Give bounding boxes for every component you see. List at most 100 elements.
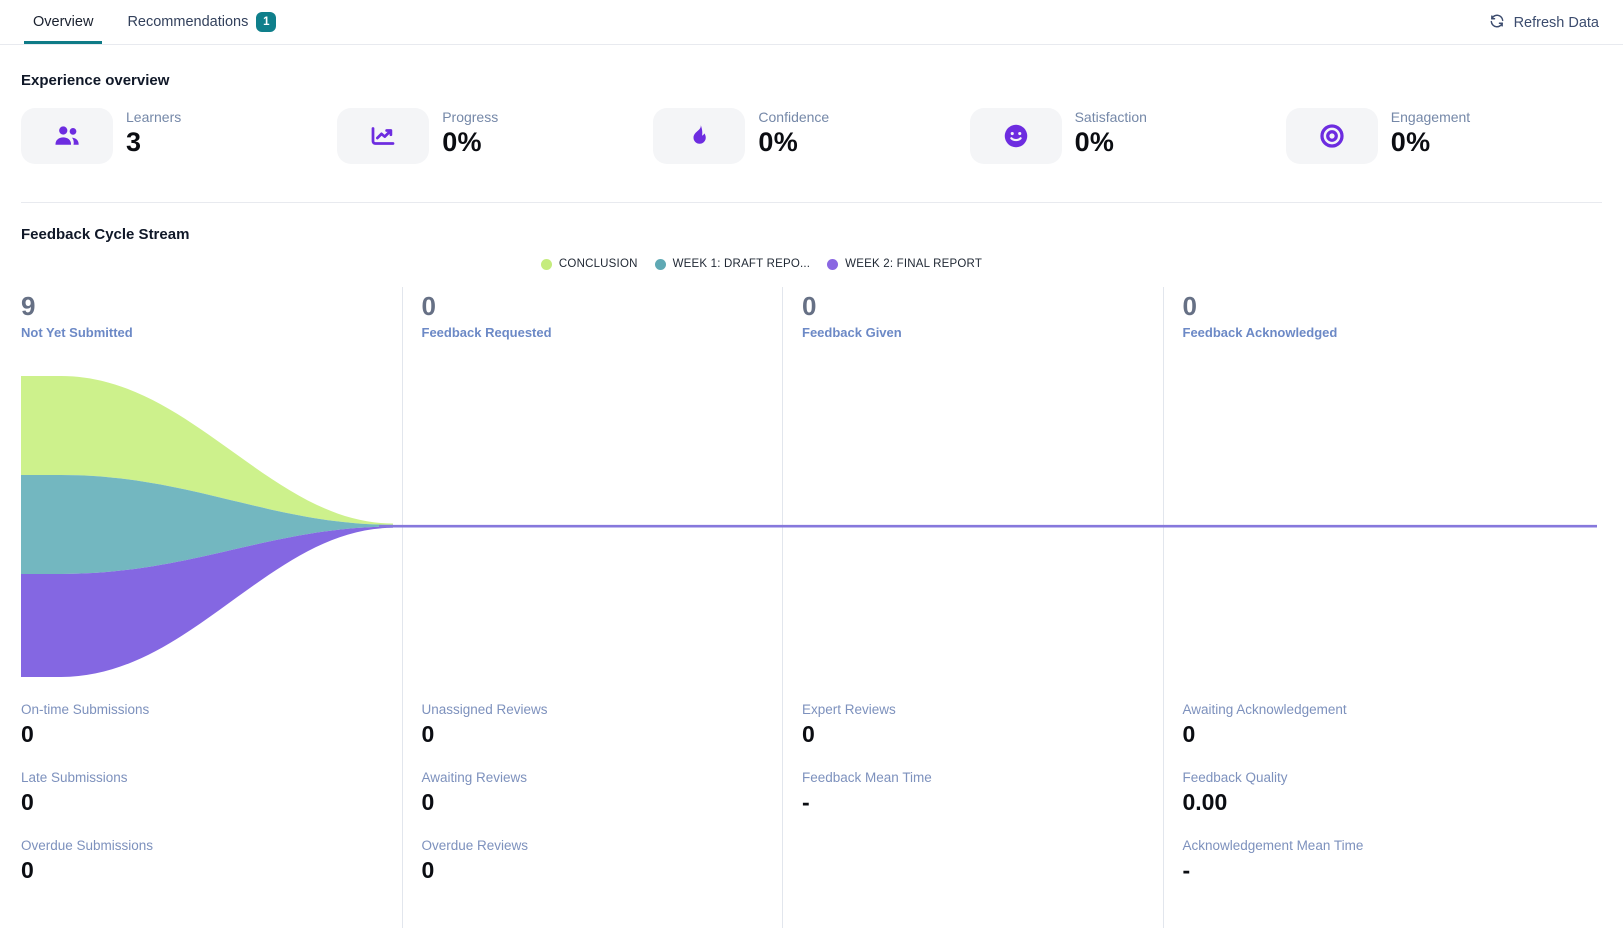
stat-card-learners: Learners 3 (21, 108, 337, 164)
stat-value: 0 (21, 720, 34, 747)
stat-awaiting-acknowledgement: Awaiting Acknowledgement 0 (1183, 702, 1544, 748)
legend-item-week1-draft-report[interactable]: WEEK 1: DRAFT REPO... (654, 258, 811, 270)
stage-stats: Unassigned Reviews 0 Awaiting Reviews 0 … (422, 702, 783, 884)
legend-item-conclusion[interactable]: CONCLUSION (540, 258, 638, 270)
legend-label: WEEK 1: DRAFT REPO... (672, 258, 811, 270)
stage-grid: 9 Not Yet Submitted On-time Submissions … (21, 287, 1543, 928)
tab-recommendations-label: Recommendations (127, 14, 249, 30)
stage-label: Feedback Acknowledged (1182, 324, 1338, 340)
stat-label: Late Submissions (21, 769, 128, 785)
stage-column-feedback-requested: 0 Feedback Requested Unassigned Reviews … (401, 287, 783, 928)
stat-label: Expert Reviews (802, 701, 896, 717)
legend-dot-week2 (827, 258, 839, 270)
stat-card-value: 0% (1390, 127, 1431, 157)
chart-legend: CONCLUSION WEEK 1: DRAFT REPO... WEEK 2:… (0, 258, 1523, 270)
legend-dot-week1 (654, 258, 666, 270)
stat-cards-row: Learners 3 Progress 0% (21, 108, 1602, 164)
feedback-cycle-stream-title: Feedback Cycle Stream (21, 226, 190, 243)
tab-recommendations[interactable]: Recommendations 1 (118, 0, 285, 44)
stat-value: 0 (21, 856, 34, 883)
refresh-icon (1489, 13, 1505, 33)
stat-overdue-submissions: Overdue Submissions 0 (21, 838, 402, 884)
stat-card-value: 0% (758, 127, 799, 157)
stat-card-satisfaction: Satisfaction 0% (969, 108, 1286, 164)
stage-count: 0 (1182, 291, 1197, 321)
progress-icon (337, 108, 430, 164)
stat-card-engagement: Engagement 0% (1285, 108, 1602, 164)
tab-overview[interactable]: Overview (24, 0, 103, 44)
recommendations-count-badge: 1 (256, 12, 277, 32)
stat-feedback-quality: Feedback Quality 0.00 (1183, 770, 1544, 816)
stage-count: 0 (802, 291, 817, 321)
stage-count: 9 (21, 291, 36, 321)
stat-feedback-mean-time: Feedback Mean Time - (802, 770, 1163, 816)
stage-label: Feedback Given (802, 324, 902, 340)
stat-label: Acknowledgement Mean Time (1182, 837, 1364, 853)
stat-card-label: Satisfaction (1074, 109, 1147, 125)
stage-label: Feedback Requested (421, 324, 552, 340)
stat-value: 0 (802, 720, 815, 747)
stat-card-label: Confidence (758, 109, 830, 125)
tab-overview-label: Overview (33, 14, 94, 30)
stage-stats: On-time Submissions 0 Late Submissions 0… (21, 702, 402, 884)
legend-dot-conclusion (540, 258, 552, 270)
legend-label: WEEK 2: FINAL REPORT (845, 258, 983, 270)
stat-awaiting-reviews: Awaiting Reviews 0 (422, 770, 783, 816)
stat-expert-reviews: Expert Reviews 0 (802, 702, 1163, 748)
stat-label: Unassigned Reviews (421, 701, 548, 717)
tab-bar: Overview Recommendations 1 Refresh Data (0, 0, 1623, 45)
stat-label: Awaiting Acknowledgement (1182, 701, 1347, 717)
satisfaction-icon (969, 108, 1062, 164)
refresh-data-button[interactable]: Refresh Data (1489, 0, 1599, 44)
stage-column-not-yet-submitted: 9 Not Yet Submitted On-time Submissions … (21, 287, 402, 928)
stage-stats: Awaiting Acknowledgement 0 Feedback Qual… (1183, 702, 1544, 884)
stat-card-value: 0% (442, 127, 482, 157)
stage-stats: Expert Reviews 0 Feedback Mean Time - (802, 702, 1163, 816)
stat-overdue-reviews: Overdue Reviews 0 (422, 838, 783, 884)
stat-card-confidence: Confidence 0% (653, 108, 969, 164)
stat-value: 0.00 (1182, 788, 1228, 815)
stat-card-value: 0% (1074, 127, 1115, 157)
stat-card-progress: Progress 0% (337, 108, 653, 164)
stat-label: Awaiting Reviews (421, 769, 528, 785)
legend-item-week2-final-report[interactable]: WEEK 2: FINAL REPORT (827, 258, 982, 270)
stat-card-label: Progress (442, 109, 499, 125)
stat-card-text: Engagement 0% (1391, 108, 1470, 164)
legend-label: CONCLUSION (558, 258, 638, 270)
stat-value: 0 (421, 720, 435, 747)
stat-card-text: Satisfaction 0% (1075, 108, 1147, 164)
stat-late-submissions: Late Submissions 0 (21, 770, 402, 816)
feedback-cycle-stream-section: Feedback Cycle Stream CONCLUSION WEEK 1:… (0, 226, 1623, 928)
stat-card-text: Confidence 0% (758, 108, 829, 164)
stat-value: 0 (421, 788, 435, 815)
engagement-icon (1285, 108, 1378, 164)
refresh-data-label: Refresh Data (1513, 15, 1599, 31)
stat-label: Overdue Reviews (421, 837, 529, 853)
stat-on-time-submissions: On-time Submissions 0 (21, 702, 402, 748)
stat-label: Feedback Mean Time (802, 769, 932, 785)
stat-acknowledgement-mean-time: Acknowledgement Mean Time - (1183, 838, 1544, 884)
section-divider (21, 202, 1602, 203)
learners-icon (21, 108, 113, 164)
stage-count: 0 (421, 291, 436, 321)
stat-value: 0 (1182, 720, 1196, 747)
experience-overview-section: Experience overview Learners 3 (0, 72, 1623, 164)
stat-label: Feedback Quality (1182, 769, 1288, 785)
stream-chart-area: 9 Not Yet Submitted On-time Submissions … (21, 287, 1597, 928)
stat-card-text: Learners 3 (126, 108, 181, 164)
stat-card-label: Learners (126, 109, 182, 125)
experience-overview-title: Experience overview (21, 72, 170, 89)
stat-label: On-time Submissions (21, 701, 150, 717)
stat-card-value: 3 (126, 127, 142, 157)
stage-label: Not Yet Submitted (21, 324, 133, 340)
stat-value: - (1182, 856, 1191, 883)
stat-unassigned-reviews: Unassigned Reviews 0 (422, 702, 783, 748)
stat-label: Overdue Submissions (21, 837, 154, 853)
stat-card-text: Progress 0% (442, 108, 498, 164)
confidence-icon (653, 108, 746, 164)
stat-value: - (802, 788, 810, 815)
stat-value: 0 (21, 788, 34, 815)
stat-value: 0 (421, 856, 435, 883)
stage-column-feedback-given: 0 Feedback Given Expert Reviews 0 Feedba… (782, 287, 1163, 928)
stat-card-label: Engagement (1390, 109, 1471, 125)
